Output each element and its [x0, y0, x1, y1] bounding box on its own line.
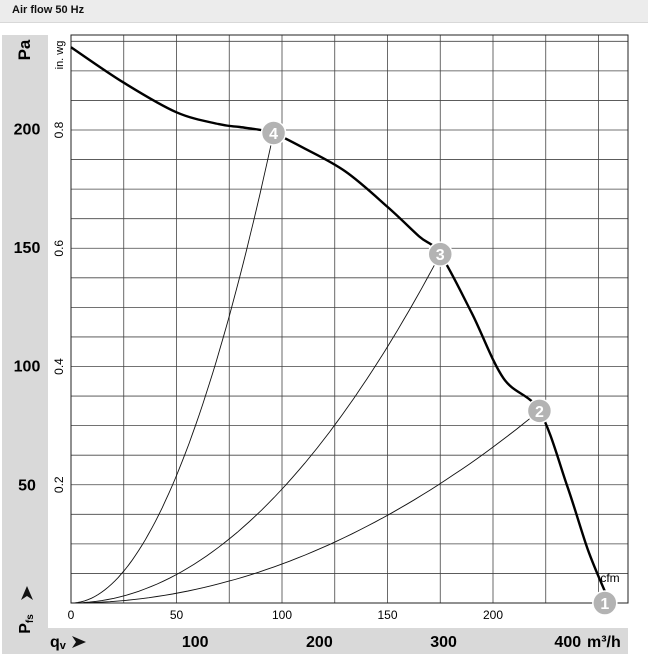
y-secondary-tick-label: 0.4: [52, 358, 66, 375]
axis-labels: Pa in. wg 50 100 150 200 0.2 0.4 0.6 0.8 0 50 100 150…: [14, 39, 621, 652]
y-secondary-tick-label: 0.8: [52, 121, 66, 138]
y-axis-label: Pfs: [17, 614, 36, 634]
x-secondary-tick-label: 150: [377, 608, 397, 622]
x-secondary-tick-label: 100: [272, 608, 292, 622]
fan-curve: [70, 46, 606, 592]
y-primary-tick-label: 200: [14, 121, 41, 138]
y-primary-tick-label: 100: [14, 359, 41, 376]
chart-title: Air flow 50 Hz: [12, 4, 85, 16]
chart-header: Air flow 50 Hz: [0, 0, 648, 23]
x-axis-label: qv: [50, 634, 67, 652]
x-secondary-tick-label: 50: [170, 608, 184, 622]
grid-lines: [71, 35, 628, 603]
x-primary-tick-label: 300: [430, 634, 457, 651]
y-primary-tick-label: 50: [18, 477, 36, 494]
x-secondary-tick-label: 200: [483, 608, 503, 622]
y-secondary-unit: in. wg: [54, 41, 66, 70]
plot-frame: [70, 34, 629, 604]
x-axis-band: [2, 628, 628, 654]
operating-point-marker: [260, 120, 287, 146]
x-primary-unit: m³/h: [587, 634, 621, 651]
y-secondary-tick-label: 0.6: [52, 240, 66, 257]
operating-point-label: 3: [436, 247, 445, 264]
x-primary-tick-label: 200: [306, 634, 333, 651]
y-axis-band: [2, 35, 48, 632]
x-primary-tick-label: 100: [182, 634, 209, 651]
operating-point-marker: [592, 590, 618, 616]
operating-point-marker: [427, 241, 453, 267]
curves: [70, 46, 606, 604]
y-secondary-tick-label: 0.2: [52, 476, 66, 493]
operating-point-label: 4: [269, 126, 278, 143]
x-secondary-unit: cfm: [600, 571, 619, 585]
x-axis-arrow-icon: [72, 636, 86, 648]
operating-point-label: 2: [535, 404, 544, 421]
operating-point-marker: [526, 398, 553, 424]
operating-points: 1 2 3 4: [260, 120, 618, 616]
y-primary-unit: Pa: [15, 39, 34, 60]
x-primary-tick-label: 400: [554, 634, 581, 651]
system-curve: [70, 253, 441, 604]
x-secondary-tick-label: 0: [68, 608, 75, 622]
system-curve: [70, 410, 540, 604]
y-axis-arrow-icon: [21, 586, 33, 600]
operating-point-label: 1: [600, 596, 609, 613]
system-curve: [70, 132, 275, 604]
y-primary-tick-label: 150: [14, 240, 41, 257]
